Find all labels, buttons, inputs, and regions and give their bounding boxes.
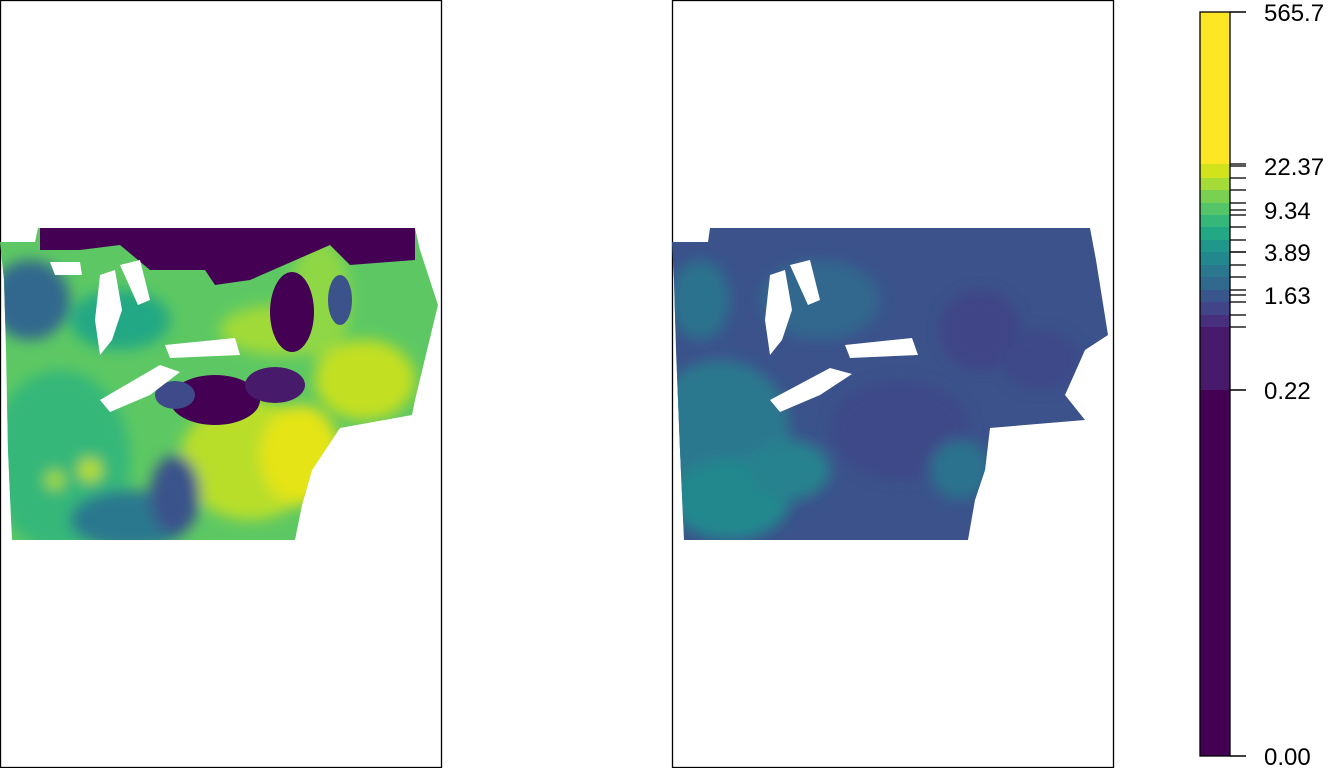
- legend-swatch: [1200, 178, 1230, 191]
- legend-swatch: [1200, 12, 1230, 165]
- legend-swatch: [1200, 190, 1230, 204]
- legend-swatch: [1200, 390, 1230, 757]
- legend-tick-label: 0.22: [1264, 378, 1311, 405]
- legend-swatch: [1200, 290, 1230, 303]
- legend-swatch: [1200, 265, 1230, 278]
- legend-bar-border: [1199, 11, 1231, 757]
- map-panel-left: [0, 0, 443, 768]
- legend-tick-label: 3.89: [1264, 240, 1311, 267]
- legend-swatch: [1200, 302, 1230, 316]
- legend-swatch: [1200, 227, 1230, 241]
- legend-swatch: [1200, 277, 1230, 291]
- legend-swatch: [1200, 315, 1230, 328]
- legend-tick-label: 0.00: [1264, 744, 1311, 768]
- color-legend: 565.7 22.37 9.34 3.89 1.63 0.22 0.00: [1199, 0, 1324, 768]
- legend-ticks: 565.7 22.37 9.34 3.89 1.63 0.22 0.00: [1230, 0, 1324, 768]
- legend-swatch: [1200, 203, 1230, 216]
- legend-swatch: [1200, 252, 1230, 266]
- legend-tick-label: 9.34: [1264, 198, 1311, 225]
- legend-tick-label: 22.37: [1264, 154, 1324, 181]
- legend-tick-label: 1.63: [1264, 283, 1311, 310]
- legend-swatch: [1200, 215, 1230, 228]
- map-panel-right: [671, 0, 1115, 768]
- raster-left: [0, 228, 438, 540]
- legend-swatch: [1200, 164, 1230, 179]
- legend-swatch: [1200, 327, 1230, 391]
- raster-right: [672, 228, 1108, 540]
- legend-color-bar: [1200, 12, 1230, 757]
- legend-tick-label: 565.7: [1264, 0, 1324, 27]
- legend-swatch: [1200, 240, 1230, 253]
